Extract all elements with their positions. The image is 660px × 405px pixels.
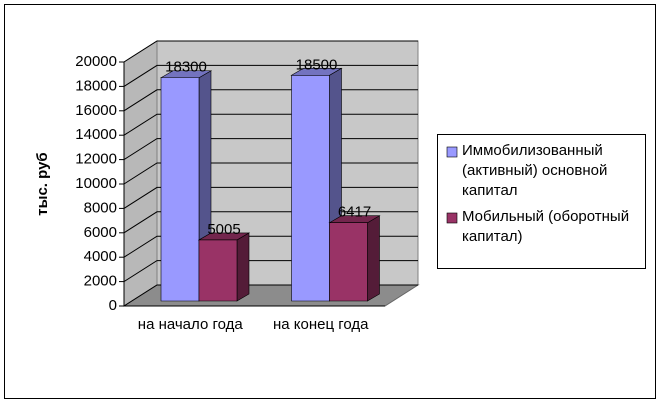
y-tick-label: 6000 xyxy=(84,224,117,241)
y-tick-label: 12000 xyxy=(75,151,117,168)
legend-swatch xyxy=(446,212,458,224)
value-label: 18500 xyxy=(296,56,338,73)
legend-swatch xyxy=(446,146,458,158)
y-tick-label: 8000 xyxy=(84,199,117,216)
y-tick-label: 14000 xyxy=(75,126,117,143)
bar-front xyxy=(291,75,330,302)
value-label: 6417 xyxy=(338,204,371,221)
bar xyxy=(328,215,381,302)
legend-label: Иммобилизованный (активный) основной кап… xyxy=(462,142,608,199)
bar-front xyxy=(329,222,368,302)
legend-label: Мобильный (оборотный капитал) xyxy=(462,208,630,245)
y-axis-title: тыс. руб xyxy=(34,152,51,215)
value-label: 5005 xyxy=(207,221,240,238)
bar-side xyxy=(367,215,380,302)
bar-front xyxy=(198,239,238,302)
grid-line xyxy=(123,40,418,63)
y-tick-label: 4000 xyxy=(84,248,117,265)
x-tick-label: на начало года xyxy=(137,316,243,333)
y-tick-label: 20000 xyxy=(75,53,117,70)
legend-box xyxy=(437,134,646,269)
bar-front xyxy=(160,77,200,302)
y-tick-label: 2000 xyxy=(84,273,117,290)
y-tick-label: 10000 xyxy=(75,175,117,192)
y-tick-label: 0 xyxy=(109,297,117,314)
value-label: 18300 xyxy=(165,59,207,76)
bar-side xyxy=(236,232,250,302)
y-tick-label: 16000 xyxy=(75,102,117,119)
grid-line xyxy=(123,64,418,87)
y-tick-label: 18000 xyxy=(75,77,117,94)
bar xyxy=(197,232,251,302)
x-tick-label: на конец года xyxy=(272,316,369,333)
